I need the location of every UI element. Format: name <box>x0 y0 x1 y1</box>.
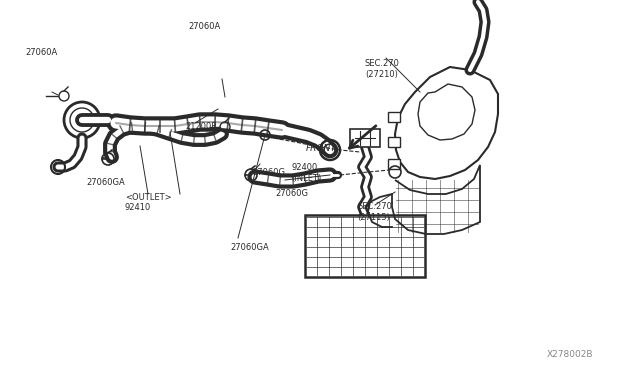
Text: FRONT: FRONT <box>306 144 337 153</box>
Text: 27060GA: 27060GA <box>86 178 125 187</box>
Text: SEC.270
(27115): SEC.270 (27115) <box>357 202 392 222</box>
Text: <OUTLET>
92410: <OUTLET> 92410 <box>125 193 172 212</box>
Text: X278002B: X278002B <box>547 350 594 359</box>
Bar <box>305 215 425 277</box>
Text: SEC.270
(27210): SEC.270 (27210) <box>365 59 399 78</box>
Text: 27060G: 27060G <box>253 169 286 177</box>
Bar <box>388 137 400 147</box>
Bar <box>388 112 400 122</box>
Bar <box>388 159 400 169</box>
Text: 92400
(INLET): 92400 (INLET) <box>291 163 321 183</box>
Text: 27060A: 27060A <box>189 22 221 31</box>
Text: 21200R: 21200R <box>186 122 218 131</box>
Text: 27060A: 27060A <box>26 48 58 57</box>
Bar <box>350 129 380 147</box>
Text: 27060G: 27060G <box>275 189 308 198</box>
Text: 27060GA: 27060GA <box>230 243 269 252</box>
